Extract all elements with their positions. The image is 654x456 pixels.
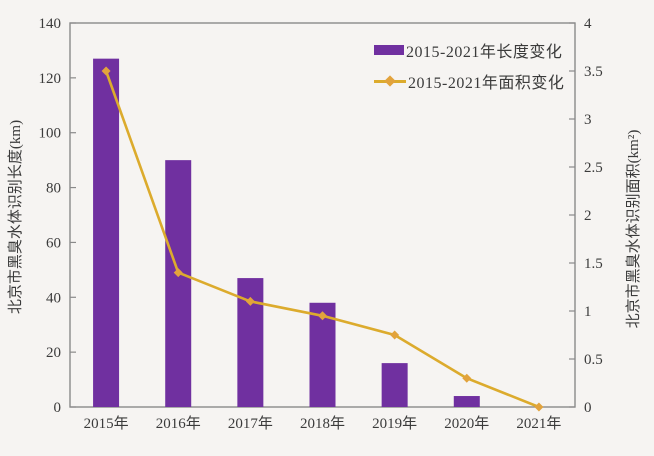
diamond-marker <box>173 268 183 278</box>
left-axis-title: 北京市黑臭水体识别长度(km) <box>8 119 24 315</box>
bar <box>381 363 408 407</box>
left-tick-label: 140 <box>39 16 62 32</box>
x-tick-label: 2021年 <box>516 415 561 432</box>
bar-series <box>93 58 480 408</box>
right-tick-label: 0 <box>584 400 592 416</box>
bar <box>93 58 120 408</box>
x-tick-label: 2016年 <box>156 415 201 432</box>
left-tick-label: 100 <box>39 126 62 142</box>
right-axis-title: 北京市黑臭水体识别面积(km²) <box>626 129 642 329</box>
left-tick-label: 60 <box>46 235 61 251</box>
right-tick-label: 3.5 <box>584 64 603 80</box>
left-tick-label: 40 <box>46 290 61 306</box>
bar <box>453 396 480 407</box>
right-tick-label: 2 <box>584 208 592 224</box>
right-axis: 0 0.5 1 1.5 2 2.5 3 3.5 4 <box>569 16 603 416</box>
x-tick-label: 2015年 <box>84 415 129 432</box>
diamond-marker <box>101 66 111 76</box>
x-tick-label: 2018年 <box>300 415 345 432</box>
bar-series-swatch-icon <box>374 45 404 55</box>
legend-item-length: 2015-2021年长度变化 <box>374 40 564 61</box>
line-series-swatch-icon <box>374 74 406 87</box>
diamond-marker-icon <box>384 74 396 87</box>
left-tick-label: 0 <box>54 400 62 416</box>
x-tick-label: 2017年 <box>228 415 273 432</box>
right-tick-label: 4 <box>584 16 592 32</box>
line-markers <box>101 66 544 412</box>
left-tick-label: 80 <box>46 181 61 197</box>
right-tick-label: 1 <box>584 304 592 320</box>
x-tick-label: 2019年 <box>372 415 417 432</box>
left-axis: 0 20 40 60 80 100 120 140 <box>39 16 76 416</box>
legend-item-area: 2015-2021年面积变化 <box>374 71 565 92</box>
legend-label-area: 2015-2021年面积变化 <box>408 75 565 92</box>
diamond-marker <box>390 330 400 340</box>
x-tick-label: 2020年 <box>444 415 489 432</box>
diamond-marker <box>245 296 255 306</box>
x-axis: 2015年 2016年 2017年 2018年 2019年 2020年 2021年 <box>84 415 562 432</box>
left-tick-label: 120 <box>39 71 62 87</box>
diamond-marker <box>534 402 544 412</box>
legend-label-length: 2015-2021年长度变化 <box>406 44 563 61</box>
left-tick-label: 20 <box>46 345 61 361</box>
bar <box>165 160 192 407</box>
legend: 2015-2021年长度变化 2015-2021年面积变化 <box>374 40 564 102</box>
diamond-marker <box>462 373 472 383</box>
right-tick-label: 2.5 <box>584 160 603 176</box>
right-tick-label: 0.5 <box>584 352 603 368</box>
diamond-marker <box>318 311 327 321</box>
right-tick-label: 3 <box>584 112 592 128</box>
right-tick-label: 1.5 <box>584 256 603 272</box>
